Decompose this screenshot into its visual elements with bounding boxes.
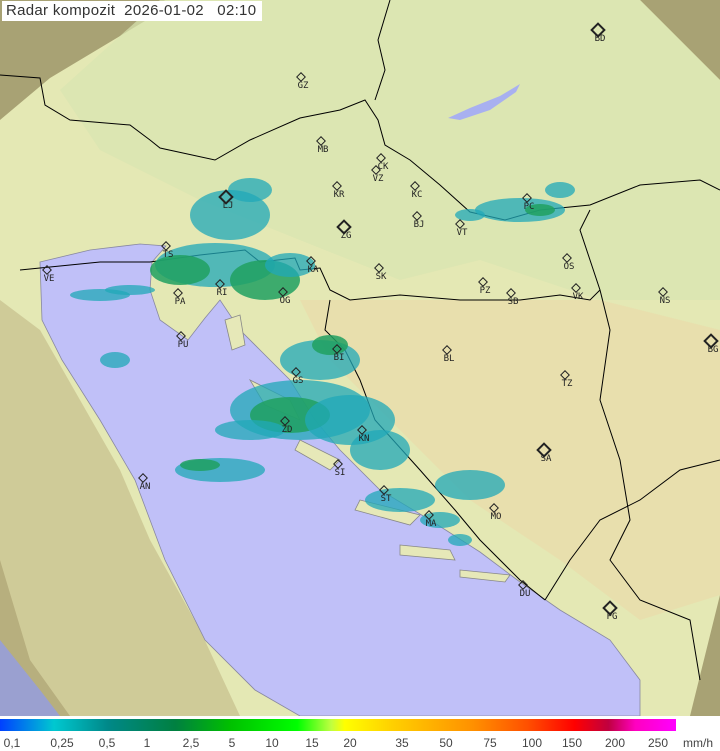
city-label: MA (425, 519, 437, 529)
city-label: DU (519, 589, 531, 599)
rain-cell (365, 488, 435, 512)
legend-tick-label: 2,5 (182, 736, 200, 750)
rain-cell (448, 534, 472, 546)
rain-cell (215, 420, 285, 440)
city-label: KR (333, 190, 345, 200)
city-label: GS (292, 376, 304, 386)
tyrrhenian-sea (0, 640, 60, 716)
city-label: MB (317, 145, 329, 155)
rain-cell (525, 204, 555, 216)
legend-tick-label: 100 (521, 736, 543, 750)
legend-tick-label: 1 (143, 736, 151, 750)
city-label: ZD (281, 425, 293, 435)
city-label: SB (507, 297, 519, 307)
city-label: ZG (340, 231, 352, 241)
city-label: MO (490, 512, 502, 522)
legend-tick-label: 0,25 (50, 736, 74, 750)
legend-tick-label: 50 (439, 736, 453, 750)
italy-land (0, 300, 240, 716)
rain-cell (420, 512, 460, 528)
lake-balaton (448, 84, 520, 120)
city-label: VZ (372, 174, 384, 184)
city-label: VT (456, 228, 468, 238)
city-label: BI (333, 353, 345, 363)
land-relief-north (60, 0, 720, 300)
city-label: RI (216, 288, 228, 298)
rain-cell (228, 178, 272, 202)
city-label: NS (659, 296, 671, 306)
rain-cell (435, 470, 505, 500)
rain-cell (475, 198, 565, 222)
city-label: CK (377, 162, 389, 172)
city-label: KA (307, 265, 319, 275)
city-label: OS (563, 262, 575, 272)
city-label: PA (174, 297, 186, 307)
legend-tick-label: 0,5 (98, 736, 116, 750)
legend-tick-label: 0,1 (3, 736, 21, 750)
map-title: Radar kompozit 2026-01-02 02:10 (2, 1, 263, 21)
rain-cell (100, 352, 130, 368)
land-relief-south (300, 300, 720, 620)
city-label: KN (358, 434, 370, 444)
city-label: LJ (222, 201, 234, 211)
city-label: PC (523, 202, 535, 212)
city-label: SK (375, 272, 387, 282)
islands (224, 314, 511, 583)
city-label: BD (594, 34, 606, 44)
legend-tick-label: 75 (483, 736, 497, 750)
rain-cell (350, 430, 410, 470)
city-label: OG (279, 296, 291, 306)
city-label: SI (334, 468, 346, 478)
city-label: PG (606, 612, 618, 622)
city-label: GZ (297, 81, 309, 91)
city-label: AN (139, 482, 151, 492)
legend-tick-label: 15 (305, 736, 319, 750)
legend-tick-label: 250 (647, 736, 669, 750)
legend-tick-label: 150 (561, 736, 583, 750)
legend-tick-label: 200 (604, 736, 626, 750)
legend-tick-label: 10 (265, 736, 279, 750)
city-label: VE (43, 274, 55, 284)
rain-cell (455, 209, 485, 221)
rain-cell (105, 285, 155, 295)
rain-cell (150, 255, 210, 285)
rain-cell (545, 182, 575, 198)
city-label: VK (572, 292, 584, 302)
city-label: BJ (413, 220, 425, 230)
legend-tick-label: 20 (343, 736, 357, 750)
rain-cell (312, 335, 348, 355)
city-label: TZ (561, 379, 573, 389)
city-label: BG (707, 345, 719, 355)
legend-tick-label: 5 (228, 736, 236, 750)
city-label: BL (443, 354, 455, 364)
rain-cell (190, 190, 270, 240)
rain-cell (265, 253, 315, 277)
city-label: PZ (479, 286, 491, 296)
rain-cell (180, 459, 220, 471)
city-label: KC (411, 190, 423, 200)
legend-unit: mm/h (683, 736, 713, 750)
city-label: SA (540, 454, 552, 464)
city-label: ST (380, 494, 392, 504)
legend-tick-label: 35 (395, 736, 409, 750)
precipitation-color-scale (0, 719, 676, 731)
city-label: PU (177, 340, 189, 350)
radar-map (0, 0, 720, 716)
radar-precipitation (70, 178, 575, 546)
city-label: TS (162, 250, 174, 260)
